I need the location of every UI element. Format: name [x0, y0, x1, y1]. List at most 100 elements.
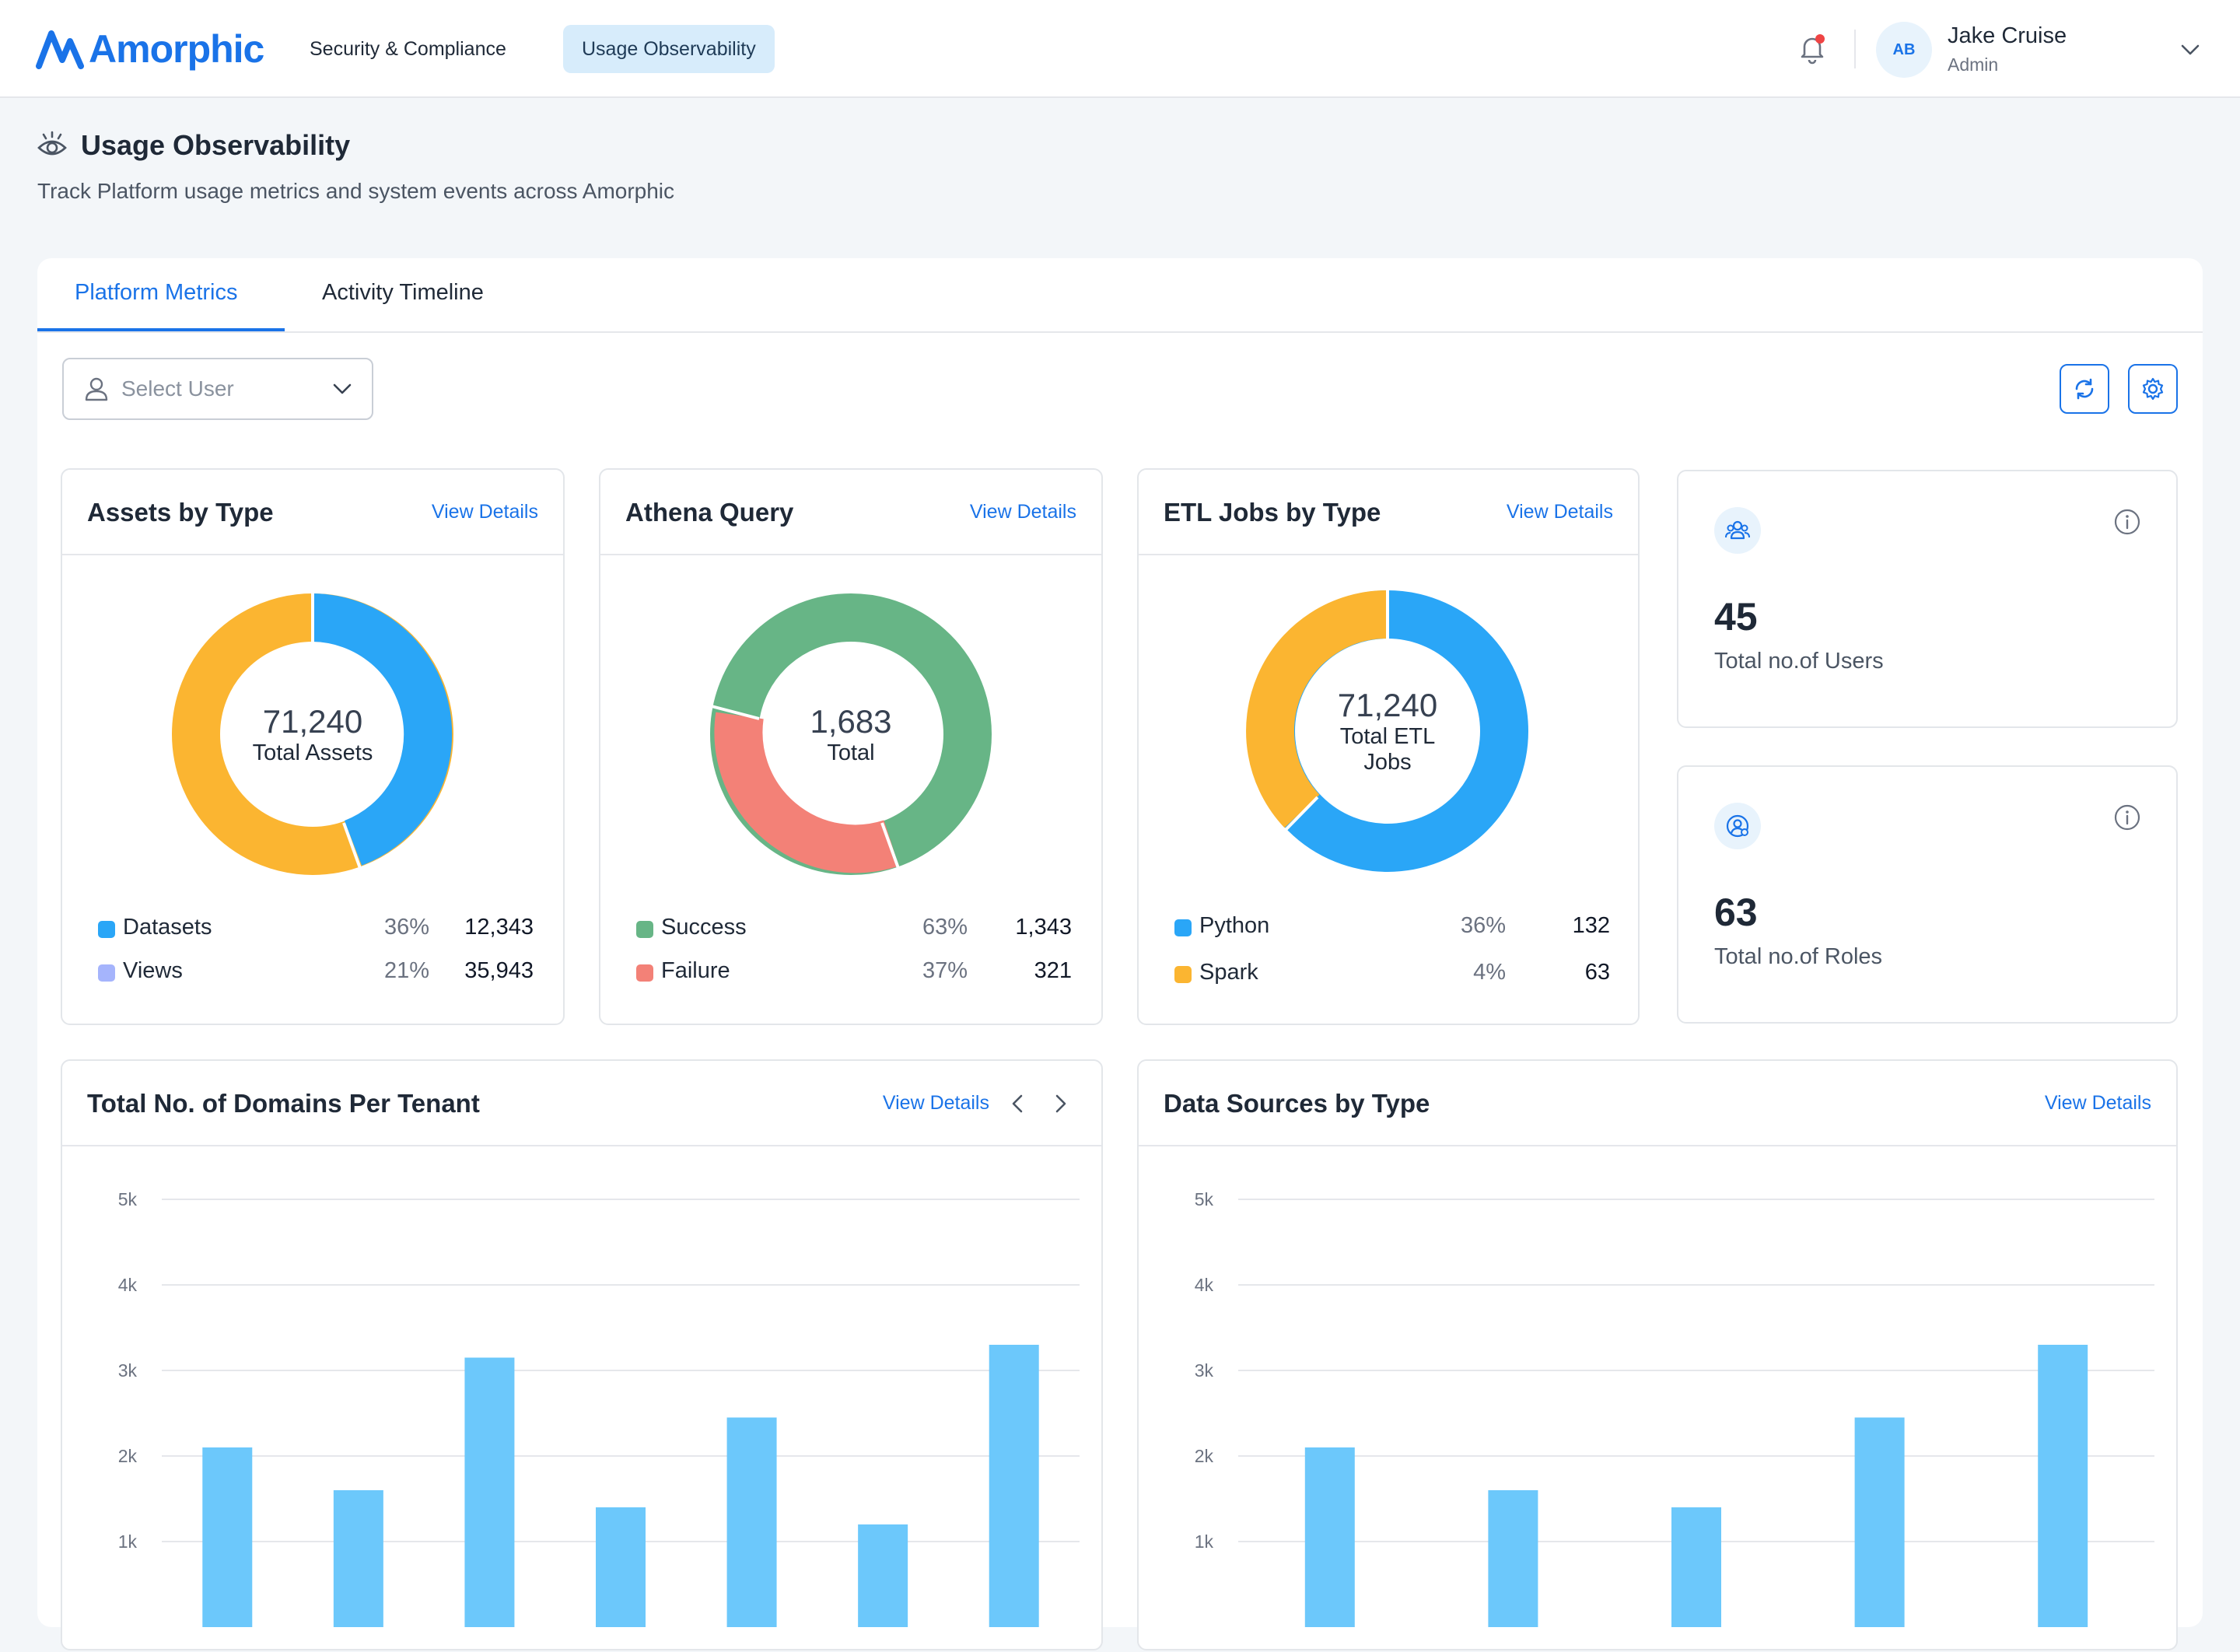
domains-per-tenant-card: Total No. of Domains Per Tenant View Det… — [61, 1059, 1103, 1650]
legend-percent: 36% — [1460, 913, 1506, 938]
eye-icon — [37, 131, 67, 156]
total-roles-card: 63 Total no.of Roles — [1677, 765, 2178, 1024]
assets-by-type-card: Assets by Type View Details 71,240 Total… — [61, 468, 565, 1025]
amorphic-logo-icon — [36, 30, 84, 69]
legend-swatch — [98, 964, 115, 982]
page-title: Usage Observability — [81, 129, 351, 161]
page-subtitle: Track Platform usage metrics and system … — [37, 179, 675, 203]
legend-percent: 37% — [922, 958, 968, 983]
y-tick-label: 4k — [1195, 1275, 1214, 1295]
total-assets-label: Total Assets — [252, 740, 373, 765]
donut-center: 71,240 Total ETL Jobs — [1240, 583, 1535, 879]
legend-count: 1,343 — [1015, 915, 1072, 940]
role-icon — [1714, 803, 1761, 849]
total-etl-jobs-label: Total ETL Jobs — [1339, 724, 1436, 775]
legend-item: Python 36% 132 — [1174, 913, 1610, 944]
legend-item: Success 63% 1,343 — [636, 915, 1072, 946]
donut-center: 71,240 Total Assets — [165, 586, 460, 882]
legend-count: 12,343 — [464, 915, 534, 940]
view-details-link[interactable]: View Details — [2044, 1092, 2151, 1114]
etl-donut-chart — [1246, 589, 1528, 872]
bar[interactable] — [1854, 1417, 1905, 1628]
legend-count: 132 — [1572, 913, 1610, 938]
total-roles-label: Total no.of Roles — [1714, 944, 1883, 969]
legend-count: 321 — [1034, 958, 1072, 983]
legend-count: 35,943 — [464, 958, 534, 983]
legend-percent: 4% — [1473, 960, 1506, 985]
tab-bar: Platform Metrics Activity Timeline — [37, 258, 2203, 333]
chevron-down-icon[interactable] — [2178, 37, 2203, 62]
view-details-link[interactable]: View Details — [1506, 501, 1613, 523]
data-sources-by-type-card: Data Sources by Type View Details 5k 4k 3k… — [1137, 1059, 2178, 1650]
y-tick-label: 3k — [118, 1360, 138, 1381]
total-users-label: Total no.of Users — [1714, 649, 1884, 674]
assets-donut-segment-datasets — [311, 593, 453, 866]
bar[interactable] — [596, 1507, 646, 1627]
select-user-dropdown[interactable]: Select User — [62, 358, 373, 420]
bar[interactable] — [333, 1490, 383, 1627]
card-divider — [1139, 1145, 2176, 1146]
card-divider — [600, 554, 1101, 555]
total-assets-value: 71,240 — [262, 702, 363, 740]
view-details-link[interactable]: View Details — [431, 501, 538, 523]
info-icon[interactable] — [2112, 803, 2142, 832]
settings-button[interactable] — [2128, 364, 2178, 414]
nav-security-compliance[interactable]: Security & Compliance — [310, 38, 506, 60]
nav-usage-observability[interactable]: Usage Observability — [563, 25, 775, 73]
y-tick-label: 3k — [1195, 1360, 1214, 1381]
user-icon — [85, 377, 108, 401]
users-icon — [1714, 507, 1761, 554]
bar[interactable] — [726, 1417, 777, 1628]
y-tick-label: 1k — [1195, 1531, 1214, 1552]
notification-bell-icon[interactable] — [1795, 31, 1829, 65]
y-tick-label: 2k — [1195, 1446, 1214, 1466]
refresh-button[interactable] — [2060, 364, 2109, 414]
chevron-left-icon[interactable] — [1006, 1092, 1030, 1115]
legend-name: Failure — [661, 958, 730, 983]
legend-percent: 21% — [383, 958, 429, 983]
select-user-placeholder: Select User — [121, 376, 234, 401]
view-details-link[interactable]: View Details — [969, 501, 1076, 523]
bar[interactable] — [202, 1447, 253, 1627]
bar[interactable] — [989, 1345, 1039, 1627]
domains-bar-chart: 5k 4k 3k 2k 1k — [118, 1189, 1080, 1628]
total-queries-label: Total — [827, 740, 875, 765]
bar[interactable] — [1304, 1447, 1355, 1627]
legend-name: Success — [661, 915, 747, 940]
card-divider — [1139, 554, 1638, 555]
view-details-link[interactable]: View Details — [882, 1092, 989, 1114]
tab-activity-timeline[interactable]: Activity Timeline — [322, 280, 484, 305]
legend-name: Views — [123, 958, 183, 983]
info-icon[interactable] — [2112, 507, 2142, 537]
legend-item: Views 21% 35,943 — [98, 958, 534, 989]
avatar[interactable]: AB — [1876, 22, 1932, 78]
chevron-down-icon — [333, 383, 352, 394]
bar[interactable] — [1671, 1507, 1721, 1627]
card-title: Athena Query — [625, 498, 794, 527]
legend-percent: 36% — [383, 915, 429, 940]
legend-swatch — [636, 921, 653, 938]
bar[interactable] — [858, 1524, 908, 1627]
bar[interactable] — [1488, 1490, 1538, 1627]
bar[interactable] — [464, 1357, 515, 1628]
brand-logo[interactable]: Amorphic — [36, 22, 264, 76]
total-etl-jobs-value: 71,240 — [1337, 687, 1438, 723]
total-queries-value: 1,683 — [810, 702, 892, 740]
tab-platform-metrics[interactable]: Platform Metrics — [75, 280, 238, 305]
legend-name: Python — [1199, 913, 1270, 938]
legend-percent: 63% — [922, 915, 968, 940]
chevron-right-icon[interactable] — [1048, 1092, 1072, 1115]
total-roles-value: 63 — [1714, 891, 1758, 934]
card-title: ETL Jobs by Type — [1164, 498, 1381, 527]
user-role: Admin — [1948, 54, 1999, 75]
donut-center: 1,683 Total — [703, 586, 999, 882]
total-users-value: 45 — [1714, 595, 1758, 639]
total-users-card: 45 Total no.of Users — [1677, 470, 2178, 728]
y-tick-label: 1k — [118, 1531, 138, 1552]
card-divider — [62, 554, 563, 555]
gear-icon — [2142, 377, 2164, 401]
y-tick-label: 2k — [118, 1446, 138, 1466]
legend-swatch — [636, 964, 653, 982]
bar[interactable] — [2038, 1345, 2088, 1627]
data-sources-bar-chart: 5k 4k 3k 2k 1k — [1195, 1189, 2154, 1628]
